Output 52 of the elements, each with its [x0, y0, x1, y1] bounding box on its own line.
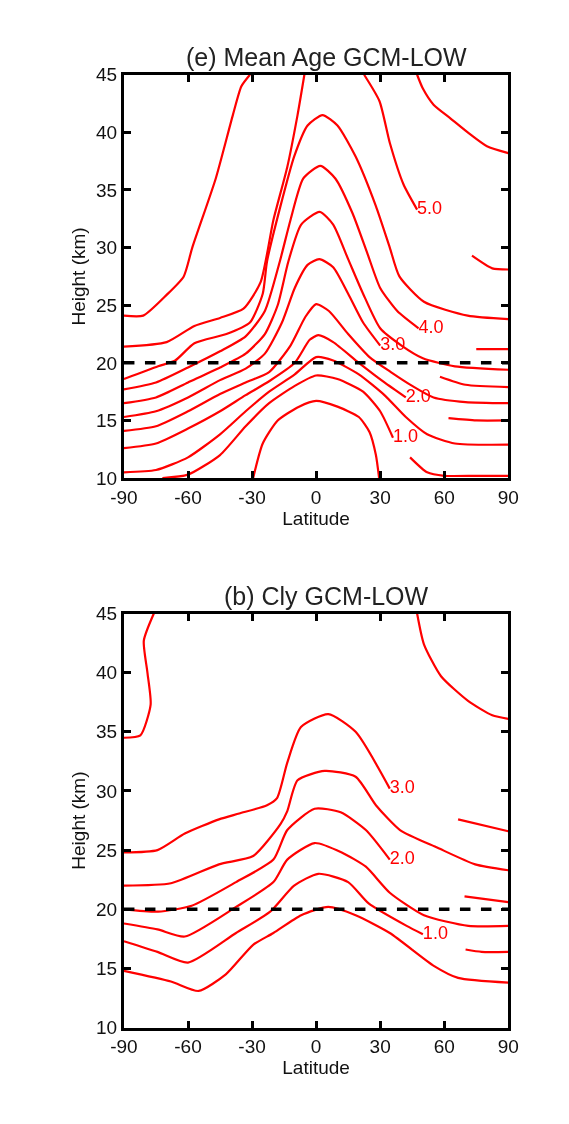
y-axis-title: Height (km)	[67, 227, 89, 326]
x-tick-label: -90	[110, 486, 138, 508]
y-tick-label: 15	[96, 958, 118, 980]
x-tick-label: 60	[433, 486, 455, 508]
line-series	[123, 613, 155, 739]
y-tick-label: 40	[96, 122, 118, 144]
series-label: 2.0	[389, 848, 415, 869]
series-label: 2.0	[405, 385, 431, 406]
x-tick-label: -90	[110, 1036, 138, 1058]
line-series	[416, 613, 509, 720]
y-tick-label: 30	[96, 237, 118, 259]
x-tick-label: 0	[310, 1036, 322, 1058]
y-tick-label: 45	[96, 603, 118, 625]
x-tick-label: 60	[433, 1036, 455, 1058]
y-tick-label: 15	[96, 410, 118, 432]
series-label: 4.0	[418, 316, 444, 337]
x-tick-label: 0	[310, 486, 322, 508]
y-tick-label: 25	[96, 839, 118, 861]
series-label: 1.0	[422, 922, 448, 943]
x-tick-label: 30	[369, 486, 391, 508]
y-tick-label: 25	[96, 294, 118, 316]
line-series	[123, 355, 509, 474]
y-tick-label: 10	[96, 467, 118, 489]
y-tick-label: 40	[96, 662, 118, 684]
y-tick-label: 35	[96, 179, 118, 201]
x-tick-label: 90	[497, 1036, 519, 1058]
y-tick-label: 45	[96, 64, 118, 86]
line-series	[123, 74, 252, 318]
x-axis-title: Latitude	[282, 1057, 350, 1079]
line-series	[123, 769, 509, 887]
x-tick-label: 30	[369, 1036, 391, 1058]
series-label: 1.0	[392, 426, 419, 447]
x-tick-label: -60	[174, 486, 202, 508]
line-series	[416, 74, 509, 155]
y-tick-label: 35	[96, 721, 118, 743]
series-label: 5.0	[417, 198, 443, 219]
x-tick-label: -60	[174, 1036, 202, 1058]
y-tick-label: 10	[96, 1017, 118, 1039]
chart-title: (e) Mean Age GCM-LOW	[186, 43, 468, 71]
y-tick-label: 20	[96, 898, 118, 920]
line-series	[123, 905, 509, 993]
line-series	[123, 841, 509, 938]
x-tick-label: 90	[497, 486, 519, 508]
y-axis-title: Height (km)	[67, 771, 89, 870]
y-tick-label: 30	[96, 780, 118, 802]
x-tick-label: -30	[238, 486, 266, 508]
y-tick-label: 20	[96, 352, 118, 374]
line-series	[252, 399, 381, 479]
series-label: 3.0	[389, 777, 415, 798]
x-axis-title: Latitude	[282, 507, 350, 529]
x-tick-label: -30	[238, 1036, 266, 1058]
chart-title: (b) Cly GCM-LOW	[224, 582, 429, 610]
